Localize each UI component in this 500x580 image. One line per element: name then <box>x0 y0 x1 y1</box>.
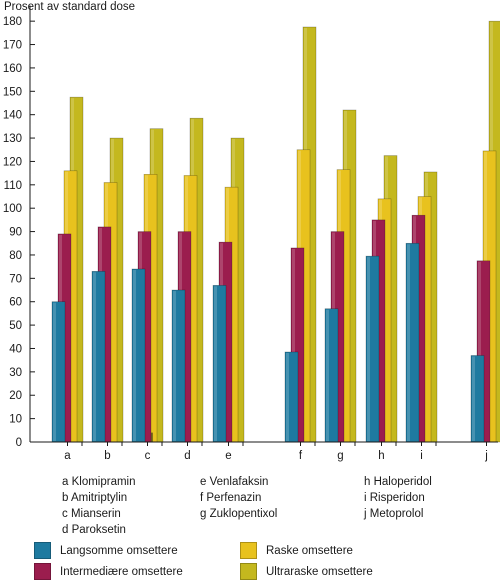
legend-swatch <box>240 542 257 559</box>
y-tick-label: 120 <box>3 156 22 168</box>
x-tick-label-h: h <box>378 450 384 462</box>
legend-swatch <box>240 563 257 580</box>
bar-highlight <box>53 302 56 441</box>
legend-label: Intermediære omsettere <box>60 565 183 578</box>
drug-label: a Klomipramin <box>62 476 136 488</box>
x-tick-label-e: e <box>225 450 231 462</box>
y-axis-label: Prosent av standard dose <box>4 1 136 13</box>
x-tick-label-c: c <box>145 450 151 462</box>
legend-item-intermediaere: Intermediære omsettere <box>34 563 183 580</box>
legend-label: Ultraraske omsettere <box>266 565 373 578</box>
bar-highlight <box>478 261 481 441</box>
bar-highlight <box>286 352 289 441</box>
x-tick-label-f: f <box>299 450 303 462</box>
y-tick-label: 160 <box>3 63 22 75</box>
x-tick-label-a: a <box>64 450 71 462</box>
drug-label: h Haloperidol <box>364 476 432 488</box>
x-tick-label-g: g <box>337 450 343 462</box>
y-tick-label: 130 <box>3 133 22 145</box>
legend-item-raske: Raske omsettere <box>240 542 353 559</box>
legend-label: Raske omsettere <box>266 544 353 557</box>
bar-highlight <box>367 257 370 441</box>
x-tick-label-b: b <box>104 450 110 462</box>
bar-highlight <box>93 272 96 441</box>
x-tick-label-d: d <box>184 450 190 462</box>
y-tick-label: 60 <box>9 297 22 309</box>
y-tick-label: 110 <box>4 180 22 192</box>
drug-list-column-1: a Klomipramin b Amitriptylin c Mianserin… <box>62 474 136 538</box>
x-tick-label-i: i <box>420 450 423 462</box>
y-tick-label: 100 <box>3 203 22 215</box>
y-tick-label: 40 <box>9 343 22 355</box>
bar-highlight <box>214 286 217 441</box>
x-tick-label-j: j <box>484 450 488 462</box>
y-tick-label: 150 <box>3 86 22 98</box>
bar-chart: 0 10 20 30 40 50 60 70 80 90 100 110 120 130 140 150 160… <box>3 5 500 462</box>
legend-swatch <box>34 542 51 559</box>
drug-label: g Zuklopentixol <box>200 508 278 520</box>
bar-highlight <box>472 356 475 441</box>
legend-label: Langsomme omsettere <box>60 544 178 557</box>
bar-highlight <box>292 248 295 441</box>
y-tick-label: 30 <box>9 367 22 379</box>
drug-label: b Amitriptylin <box>62 492 128 504</box>
y-tick-label: 170 <box>3 40 22 52</box>
y-tick-label: 20 <box>9 390 22 402</box>
y-tick-label: 90 <box>9 227 22 239</box>
y-tick-label: 50 <box>9 320 22 332</box>
drug-label: f Perfenazin <box>200 492 262 504</box>
drug-list-column-3: h Haloperidol i Risperidon j Metoprolol <box>364 474 432 522</box>
drug-label: c Mianserin <box>62 508 121 520</box>
y-tick-label: 70 <box>9 273 22 285</box>
bar-highlight <box>407 244 410 441</box>
y-tick-label: 80 <box>9 250 22 262</box>
y-tick-label: 10 <box>9 414 22 426</box>
y-tick-label: 140 <box>3 110 22 122</box>
bar-highlight <box>173 291 176 441</box>
y-tick-label: 180 <box>3 16 22 28</box>
bar-highlight <box>133 269 136 441</box>
legend-item-langsomme: Langsomme omsettere <box>34 542 178 559</box>
drug-label: j Metoprolol <box>364 508 424 520</box>
legend-swatch <box>34 563 51 580</box>
drug-label: d Paroksetin <box>62 524 126 536</box>
drug-label: e Venlafaksin <box>200 476 269 488</box>
y-tick-label: 0 <box>16 437 22 449</box>
legend-item-ultraraske: Ultraraske omsettere <box>240 563 373 580</box>
drug-list-column-2: e Venlafaksin f Perfenazin g Zuklopentix… <box>200 474 277 522</box>
bar-highlight <box>326 309 329 441</box>
drug-label: i Risperidon <box>364 492 425 504</box>
